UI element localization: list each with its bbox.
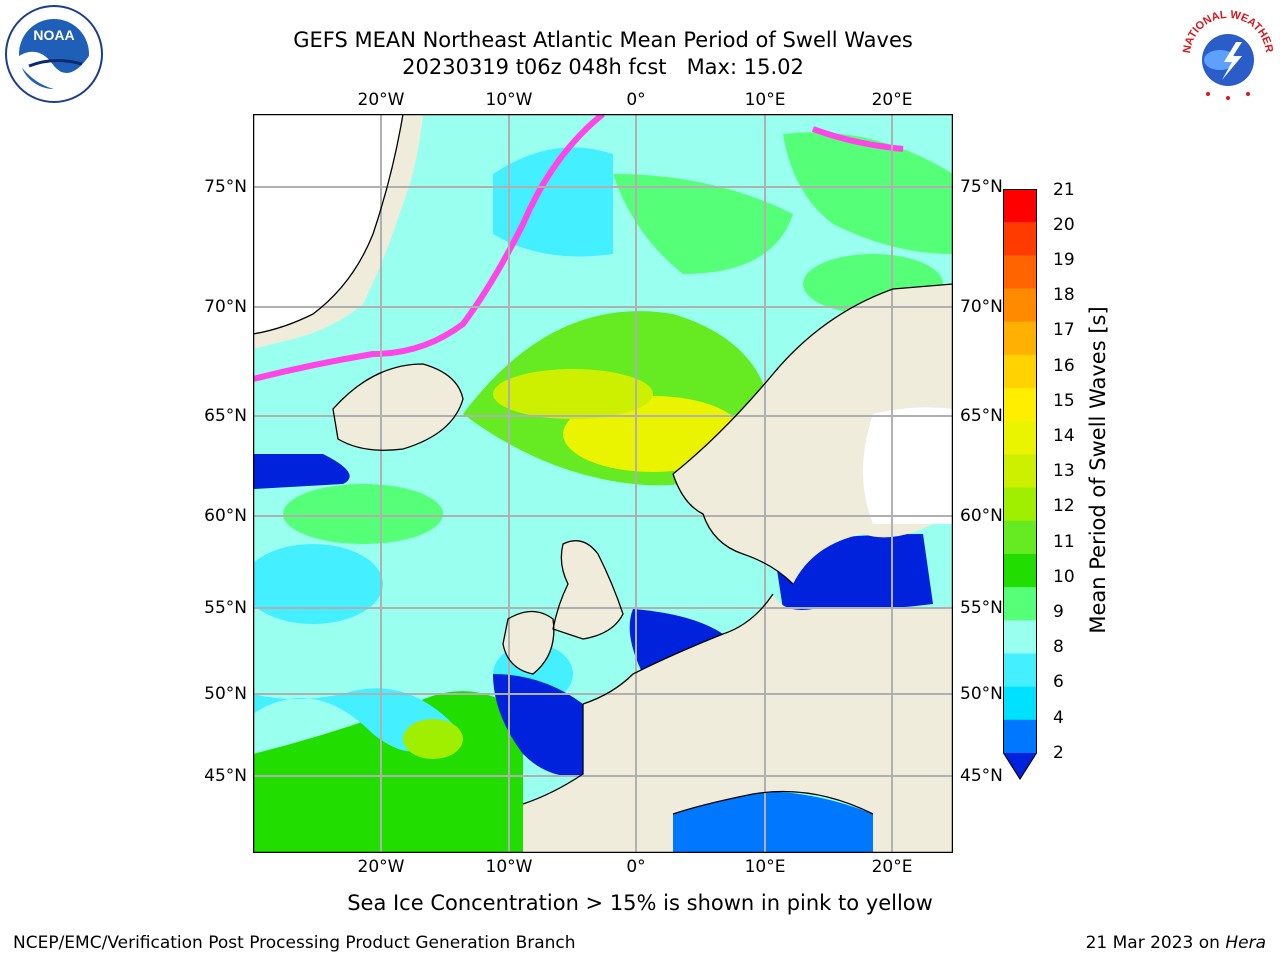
- colorbar-tick: 19: [1053, 250, 1075, 270]
- lat-tick-left: 55°N: [204, 598, 247, 618]
- field-green-svalbard: [783, 132, 953, 254]
- field-blue-biscay-coast: [493, 674, 593, 777]
- field-blue-med: [673, 791, 883, 853]
- land-ireland: [503, 611, 554, 674]
- colorbar-tick: 6: [1053, 672, 1064, 692]
- colorbar-outline: [1003, 189, 1037, 780]
- ice-greenland-interior: [253, 114, 403, 334]
- colorbar-segment: [1003, 454, 1037, 489]
- colorbar-segment: [1003, 255, 1037, 290]
- lat-tick-right: 70°N: [960, 297, 1003, 317]
- colorbar-tick: 20: [1053, 215, 1075, 235]
- field-green-mid-atlantic: [283, 484, 443, 544]
- sea-ice-note: Sea Ice Concentration > 15% is shown in …: [347, 891, 933, 915]
- colorbar: [1003, 189, 1037, 780]
- colorbar-segment: [1003, 354, 1037, 389]
- lat-tick-left: 65°N: [204, 406, 247, 426]
- field-green-west-mid: [253, 688, 453, 752]
- lon-tick-bottom: 0°: [626, 857, 646, 877]
- colorbar-segment: [1003, 587, 1037, 621]
- lat-tick-right: 65°N: [960, 406, 1003, 426]
- colorbar-tick: 17: [1053, 320, 1075, 340]
- lon-tick-bottom: 10°W: [485, 857, 533, 877]
- colorbar-tick: 8: [1053, 637, 1064, 657]
- colorbar-tick: 21: [1053, 180, 1075, 200]
- lat-tick-right: 55°N: [960, 598, 1003, 618]
- colorbar-tick: 13: [1053, 461, 1075, 481]
- colorbar-segment: [1003, 189, 1037, 223]
- footer-host: Hera: [1225, 933, 1266, 953]
- lon-tick-top: 10°W: [485, 90, 533, 110]
- lon-tick-top: 10°E: [744, 90, 786, 110]
- colorbar-tick: 18: [1053, 285, 1075, 305]
- colorbar-tick: 9: [1053, 602, 1064, 622]
- lat-tick-right: 75°N: [960, 177, 1003, 197]
- coastlines: [253, 114, 953, 815]
- colorbar-segment: [1003, 222, 1037, 256]
- lon-tick-top: 20°W: [357, 90, 405, 110]
- colorbar-tick: 15: [1053, 391, 1075, 411]
- colorbar-tick: 16: [1053, 356, 1075, 376]
- lat-tick-left: 75°N: [204, 177, 247, 197]
- field-blue-denmark-strait: [253, 454, 350, 489]
- colorbar-segment: [1003, 719, 1037, 754]
- field-cyan-sw: [253, 544, 383, 624]
- lat-tick-right: 50°N: [960, 684, 1003, 704]
- lat-tick-right: 60°N: [960, 506, 1003, 526]
- field-lime-north: [493, 369, 653, 419]
- colorbar-extend-arrow: [1003, 753, 1037, 780]
- colorbar-tick: 14: [1053, 426, 1075, 446]
- land-great-britain: [553, 540, 623, 639]
- colorbar-tick: 10: [1053, 567, 1075, 587]
- colorbar-segment: [1003, 388, 1037, 422]
- swell-period-map: [252, 113, 954, 854]
- lat-tick-right: 45°N: [960, 766, 1003, 786]
- lat-tick-left: 45°N: [204, 766, 247, 786]
- lon-tick-bottom: 20°E: [871, 857, 913, 877]
- colorbar-segment: [1003, 321, 1037, 356]
- colorbar-tick: 11: [1053, 532, 1075, 552]
- colorbar-segment: [1003, 520, 1037, 555]
- colorbar-tick: 12: [1053, 496, 1075, 516]
- chart-subtitle: 20230319 t06z 048h fcst Max: 15.02: [402, 55, 804, 79]
- ice-edge-pink: [253, 114, 605, 382]
- svg-text:NOAA: NOAA: [33, 27, 74, 43]
- lon-tick-bottom: 10°E: [744, 857, 786, 877]
- field-blue-english-channel: [629, 609, 723, 674]
- colorbar-tick: 4: [1053, 708, 1064, 728]
- colorbar-segment: [1003, 288, 1037, 323]
- colorbar-segment: [1003, 553, 1037, 588]
- colorbar-segment: [1003, 653, 1037, 688]
- ice-edge-pink-svalbard: [811, 126, 904, 152]
- ice-gulf-of-bothnia: [863, 407, 953, 524]
- chart-title: GEFS MEAN Northeast Atlantic Mean Period…: [293, 28, 913, 52]
- lat-tick-left: 70°N: [204, 297, 247, 317]
- footer-date: 21 Mar 2023 on Hera: [1085, 933, 1266, 953]
- noaa-logo: NOAA: [4, 4, 104, 104]
- field-green-central: [613, 174, 793, 274]
- land-continental-europe: [523, 594, 953, 853]
- colorbar-segment: [1003, 620, 1037, 654]
- lat-tick-left: 50°N: [204, 684, 247, 704]
- colorbar-tick: 2: [1053, 743, 1064, 763]
- graticule: [253, 114, 953, 853]
- colorbar-segment: [1003, 421, 1037, 455]
- lon-tick-top: 0°: [626, 90, 646, 110]
- colorbar-segment: [1003, 487, 1037, 522]
- lon-tick-bottom: 20°W: [357, 857, 405, 877]
- field-lime-bay: [403, 719, 463, 759]
- national-weather-service-logo: NATIONAL WEATHER SERVICE: [1174, 0, 1278, 104]
- lat-tick-left: 60°N: [204, 506, 247, 526]
- land-iceland: [333, 364, 463, 451]
- lon-tick-top: 20°E: [871, 90, 913, 110]
- footer-branch: NCEP/EMC/Verification Post Processing Pr…: [13, 933, 576, 953]
- colorbar-segment: [1003, 686, 1037, 721]
